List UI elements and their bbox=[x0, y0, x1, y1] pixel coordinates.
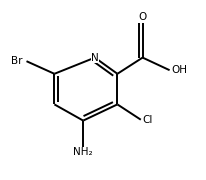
Text: O: O bbox=[138, 12, 147, 22]
Text: NH₂: NH₂ bbox=[73, 147, 93, 157]
Text: N: N bbox=[91, 53, 99, 63]
Text: Br: Br bbox=[11, 56, 23, 66]
Text: OH: OH bbox=[171, 65, 187, 75]
Text: Cl: Cl bbox=[143, 115, 153, 125]
